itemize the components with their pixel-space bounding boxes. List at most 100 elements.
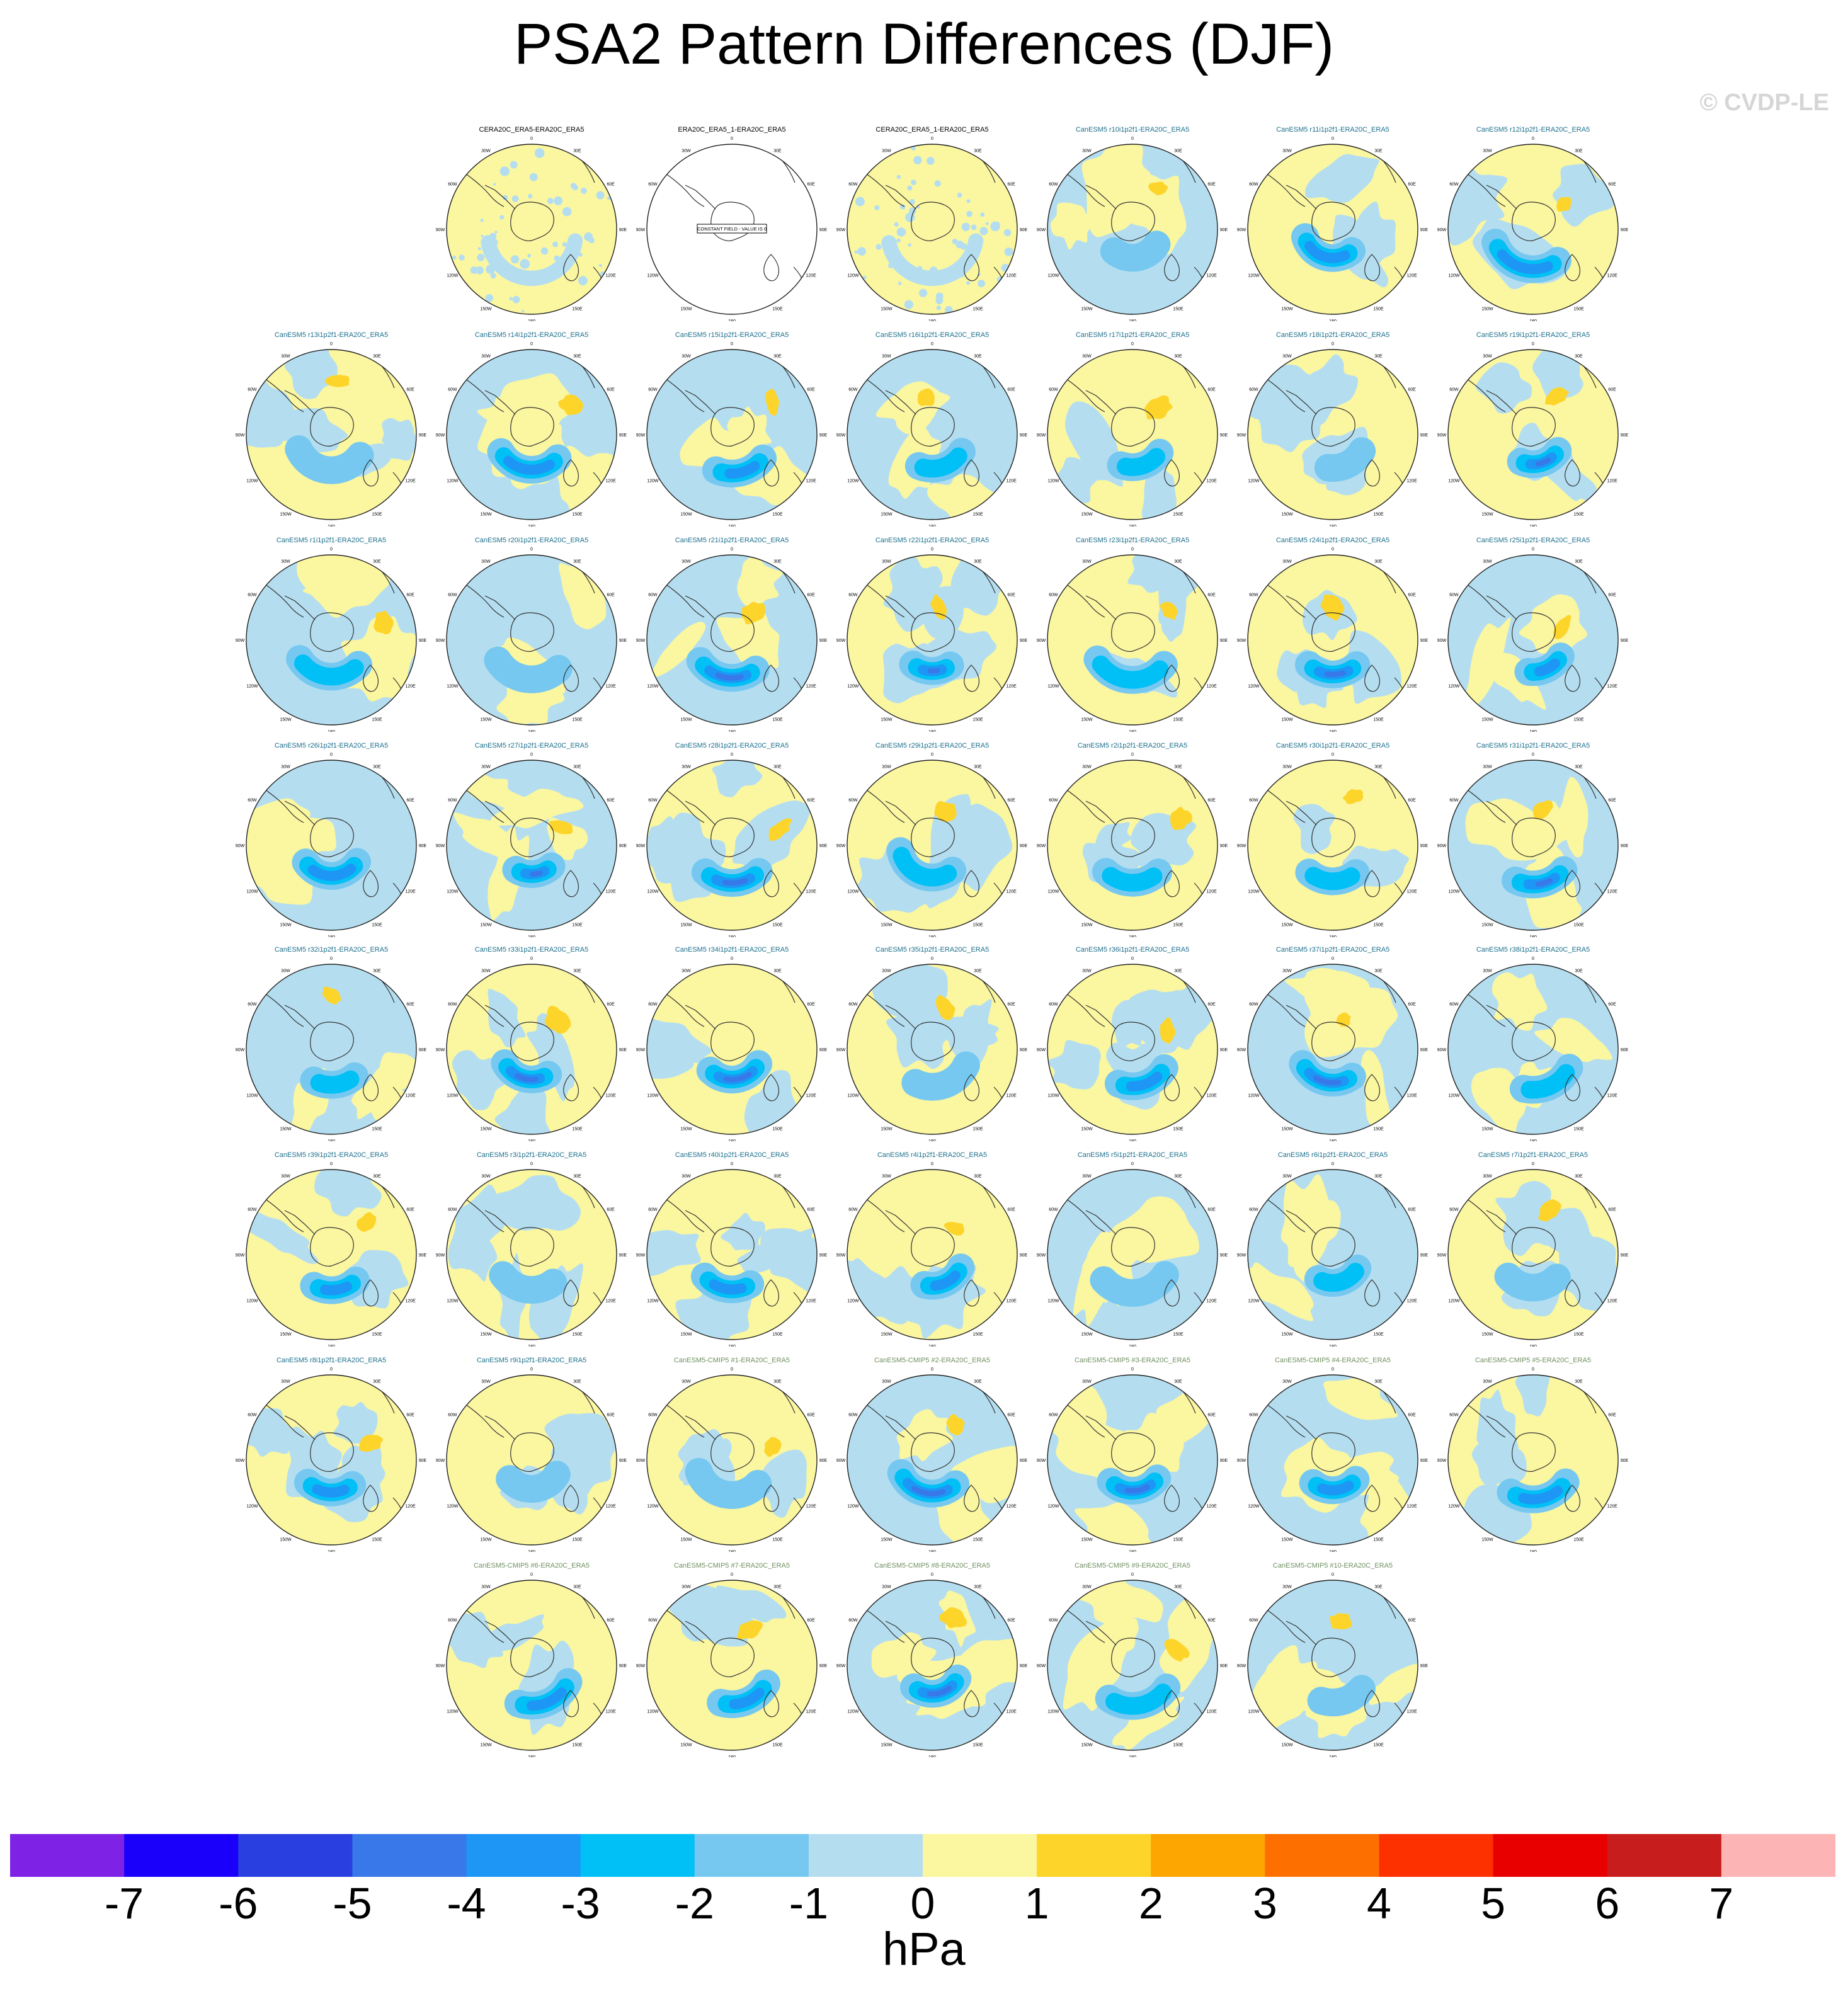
lon-label: 60W (248, 1003, 257, 1007)
new-zealand-outline (1164, 1690, 1180, 1718)
lon-label: 90E (819, 1459, 828, 1463)
lon-label: 0 (731, 1367, 733, 1372)
lon-label: 150W (1481, 718, 1493, 722)
lon-label: 60W (1249, 593, 1258, 598)
lon-label: 30W (1282, 1379, 1292, 1384)
lon-label: 30W (682, 765, 691, 769)
contour-speck (857, 247, 866, 256)
contour-speck (894, 222, 899, 227)
contour-speck (971, 224, 977, 231)
lon-label: 120E (1406, 685, 1417, 689)
peninsula-outline (1286, 185, 1317, 210)
colorbar-box (923, 1834, 1037, 1877)
antarctica-outline (1311, 818, 1355, 857)
lon-label: 60W (248, 799, 257, 803)
lon-label: 150E (1173, 1333, 1184, 1337)
contour-region (1361, 1663, 1418, 1705)
polar-map: 0 30E 60E 90E 120E 150E 180 150W 120W 90W 60W 30W (1437, 753, 1629, 937)
lon-label: 0 (731, 137, 733, 141)
antarctica-outline (1512, 1227, 1556, 1267)
lon-label: 90E (1220, 1459, 1228, 1463)
lon-label: 180 (1329, 935, 1337, 937)
lon-label: 30W (481, 149, 491, 153)
colorbar-box (1151, 1834, 1265, 1877)
panel-title: CanESM5-CMIP5 #10-ERA20C_ERA5 (1272, 1562, 1393, 1570)
peninsula-outline (685, 1415, 716, 1440)
contour-speck (534, 148, 545, 158)
high-anomaly (324, 375, 350, 387)
lon-label: 150W (1281, 513, 1293, 517)
map-border (1247, 760, 1418, 931)
map-panel: CanESM5 r27i1p2f1-ERA20C_ERA5 0 30E 60E 90E 1… (431, 742, 632, 937)
lon-label: 90E (619, 1253, 627, 1258)
lon-label: 60W (448, 1413, 457, 1418)
lon-label: 150W (280, 1538, 292, 1542)
polar-map: 0 30E 60E 90E 120E 150E 180 150W 120W 90W 60W 30W CO… (636, 137, 828, 321)
map-panel: CanESM5 r34i1p2f1-ERA20C_ERA5 0 30E 60E 90E 1… (631, 946, 833, 1141)
antarctica-outline (710, 818, 755, 857)
lon-label: 90W (236, 433, 245, 438)
contour-speck (510, 161, 518, 169)
lon-label: 30E (773, 1379, 782, 1384)
lon-label: 30W (1082, 354, 1092, 358)
contour-region (347, 1250, 409, 1309)
lon-label: 120E (806, 479, 816, 484)
peninsula-outline (484, 595, 516, 620)
map-border (1447, 144, 1619, 315)
lon-label: 120E (1206, 1710, 1217, 1714)
lon-label: 30E (773, 765, 782, 769)
contour-region (847, 1254, 901, 1317)
lon-label: 0 (330, 753, 333, 757)
lon-label: 150W (881, 1538, 893, 1542)
map-panel: CERA20C_ERA5-ERA20C_ERA5 0 30E 60E 90E 120E 15… (431, 126, 632, 321)
lon-label: 150W (881, 307, 893, 312)
lon-label: 30E (773, 559, 782, 564)
lon-label: 150W (680, 923, 692, 928)
lon-label: 60E (807, 1619, 815, 1623)
lon-label: 90E (619, 844, 627, 848)
lon-label: 120E (405, 685, 416, 689)
lon-label: 150E (372, 513, 382, 517)
panel-title: CanESM5 r30i1p2f1-ERA20C_ERA5 (1275, 742, 1390, 749)
new-zealand-outline (964, 1690, 979, 1718)
lon-label: 90E (1621, 1459, 1629, 1463)
lon-label: 150E (572, 1743, 583, 1748)
lon-label: 180 (728, 1139, 736, 1141)
peninsula-outline (284, 1415, 316, 1440)
peninsula-outline (885, 595, 916, 620)
polar-map: 0 30E 60E 90E 120E 150E 180 150W 120W 90W 60W 30W (1437, 957, 1629, 1141)
antarctica-outline (510, 202, 554, 241)
high-anomaly (917, 388, 935, 406)
lon-label: 120E (1006, 1710, 1017, 1714)
lon-label: 150E (572, 923, 583, 928)
contour-speck (477, 247, 481, 251)
contour-speck (955, 268, 966, 278)
lon-label: 0 (1332, 1573, 1334, 1577)
lon-label: 60W (848, 1003, 858, 1007)
polar-map: 0 30E 60E 90E 120E 150E 180 150W 120W 90W 60W 30W (1237, 342, 1429, 527)
lon-label: 30E (974, 1585, 982, 1589)
lon-label: 120E (1406, 274, 1417, 278)
lon-label: 30W (1483, 149, 1492, 153)
colorbar-units: hPa (882, 1923, 966, 1975)
colorbar-tick-label: 1 (1024, 1879, 1049, 1928)
lon-label: 150W (881, 923, 893, 928)
lon-label: 120W (847, 274, 859, 278)
polar-map: 0 30E 60E 90E 120E 150E 180 150W 120W 90W 60W 30W (1437, 1367, 1629, 1552)
lon-label: 120W (1047, 890, 1059, 894)
map-panel: CanESM5 r25i1p2f1-ERA20C_ERA5 0 30E 60E 90E 1… (1432, 537, 1634, 732)
lon-label: 30E (573, 149, 581, 153)
map-panel: CanESM5 r6i1p2f1-ERA20C_ERA5 0 30E 60E 90E 12… (1232, 1151, 1434, 1347)
lon-label: 150E (972, 718, 983, 722)
contour-speck (570, 183, 577, 189)
contour-speck (554, 255, 560, 261)
polar-map: 0 30E 60E 90E 120E 150E 180 150W 120W 90W 60W 30W (836, 957, 1028, 1141)
lon-label: 30W (1483, 559, 1492, 564)
lon-label: 150W (881, 1127, 893, 1132)
antarctica-outline (1311, 612, 1355, 652)
lon-label: 90E (619, 639, 627, 643)
lon-label: 30E (1174, 1585, 1182, 1589)
lon-label: 120E (1406, 1094, 1417, 1098)
panel-title: CanESM5 r22i1p2f1-ERA20C_ERA5 (875, 537, 990, 544)
peninsula-outline (1286, 1210, 1317, 1235)
